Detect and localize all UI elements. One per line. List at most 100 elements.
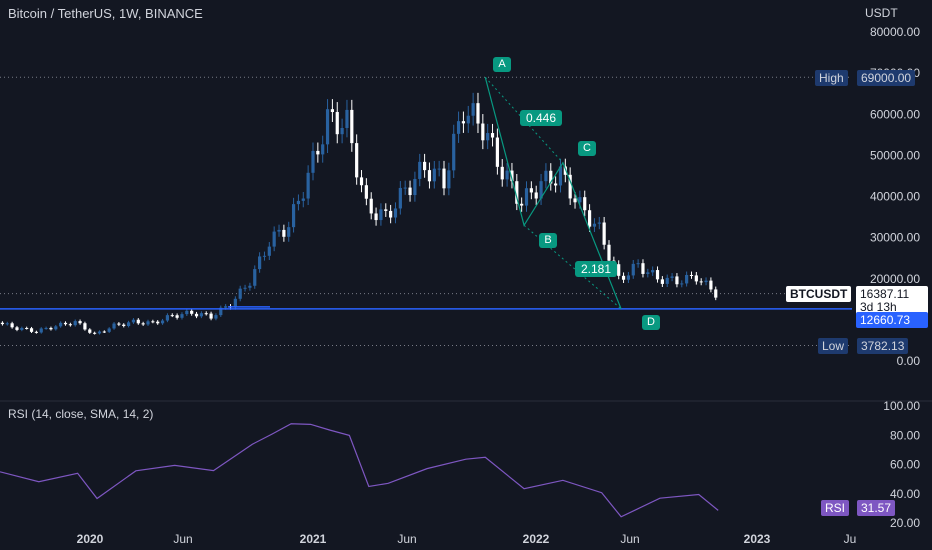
candle-body[interactable] [34,331,38,333]
candle-body[interactable] [248,285,252,288]
candle-body[interactable] [83,323,87,330]
candle-body[interactable] [190,310,194,314]
candle-body[interactable] [699,281,703,283]
rsi-axis[interactable]: 100.00 80.00 60.00 40.00 20.00 [883,399,920,530]
candle-body[interactable] [665,277,669,284]
candle-body[interactable] [602,222,606,245]
candle-body[interactable] [389,210,393,218]
candle-body[interactable] [709,280,713,290]
candle-body[interactable] [384,209,388,211]
candle-body[interactable] [476,103,480,124]
candle-body[interactable] [267,246,271,256]
candle-body[interactable] [44,327,48,329]
candle-body[interactable] [175,315,179,318]
candle-body[interactable] [403,187,407,189]
candle-body[interactable] [0,322,5,325]
pattern-point-a[interactable]: A [493,57,511,72]
candle-body[interactable] [311,150,315,173]
candle-body[interactable] [447,170,451,189]
candle-body[interactable] [355,143,359,178]
candle-body[interactable] [214,315,218,319]
candle-body[interactable] [136,319,140,324]
candle-body[interactable] [481,123,485,141]
candle-body[interactable] [160,320,165,324]
candle-body[interactable] [54,326,58,330]
candle-body[interactable] [97,331,102,334]
candle-body[interactable] [359,177,364,186]
candle-body[interactable] [680,283,684,285]
candle-body[interactable] [456,121,461,134]
candle-body[interactable] [330,109,335,113]
candle-body[interactable] [219,307,223,316]
candle-body[interactable] [350,109,354,144]
candle-body[interactable] [607,244,611,261]
candle-body[interactable] [427,170,432,182]
candle-body[interactable] [29,328,34,332]
candle-body[interactable] [301,198,305,201]
candle-body[interactable] [316,150,320,155]
candle-body[interactable] [563,166,567,175]
rsi-indicator-title[interactable]: RSI (14, close, SMA, 14, 2) [8,407,154,421]
candle-body[interactable] [151,321,155,323]
candle-body[interactable] [655,270,660,280]
candle-body[interactable] [675,276,679,285]
candle-body[interactable] [102,331,106,333]
candle-body[interactable] [291,204,296,228]
candle-body[interactable] [529,188,533,193]
candle-body[interactable] [185,310,189,315]
symbol-title[interactable]: Bitcoin / TetherUS, 1W, BINANCE [8,6,203,21]
candle-body[interactable] [165,315,170,321]
candle-body[interactable] [253,269,257,286]
candle-body[interactable] [646,272,650,274]
pattern-point-d[interactable]: D [642,315,660,330]
candle-body[interactable] [262,255,267,257]
candle-body[interactable] [156,321,160,324]
candle-body[interactable] [413,178,417,196]
candle-body[interactable] [500,166,504,180]
candle-body[interactable] [617,264,621,276]
candle-body[interactable] [432,168,436,182]
candle-body[interactable] [199,313,203,317]
candle-body[interactable] [146,321,150,325]
candle-body[interactable] [549,170,553,184]
candle-body[interactable] [631,263,635,276]
candle-body[interactable] [704,280,708,283]
candle-body[interactable] [578,197,582,203]
candle-body[interactable] [437,168,441,170]
candle-body[interactable] [597,222,601,224]
candle-body[interactable] [277,229,281,232]
candle-body[interactable] [685,274,689,284]
candle-body[interactable] [325,109,330,145]
candle-body[interactable] [73,321,77,326]
candle-body[interactable] [398,187,402,209]
candle-body[interactable] [714,289,718,298]
candle-body[interactable] [515,181,519,204]
candle-body[interactable] [49,327,53,330]
candle-body[interactable] [287,227,291,237]
candle-body[interactable] [282,229,286,237]
candle-body[interactable] [117,323,121,325]
candle-body[interactable] [364,185,368,199]
candle-body[interactable] [694,275,698,282]
candle-body[interactable] [461,121,466,124]
candle-body[interactable] [306,172,310,199]
candle-body[interactable] [495,137,499,167]
candle-body[interactable] [39,328,43,333]
candle-body[interactable] [335,112,339,135]
candle-body[interactable] [641,263,645,274]
candle-body[interactable] [422,161,427,171]
candle-body[interactable] [369,198,373,214]
candle-body[interactable] [670,276,674,278]
candle-body[interactable] [20,327,24,330]
candle-body[interactable] [59,322,63,327]
candle-body[interactable] [418,161,422,179]
candle-body[interactable] [524,188,529,206]
candle-body[interactable] [490,133,495,138]
candle-body[interactable] [534,192,538,199]
candle-body[interactable] [238,288,242,299]
candle-body[interactable] [243,287,247,289]
rsi-line[interactable] [0,423,719,518]
candle-body[interactable] [180,314,184,318]
candle-body[interactable] [583,197,587,211]
